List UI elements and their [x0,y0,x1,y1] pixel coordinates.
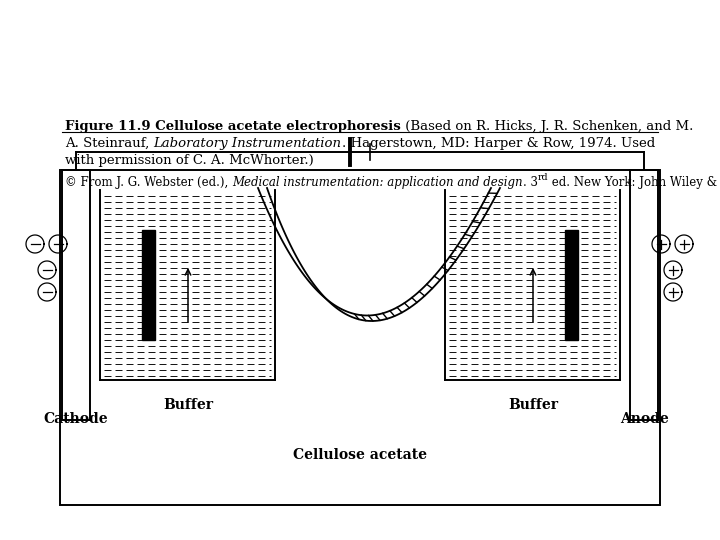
Text: Anode: Anode [620,412,668,426]
Text: ed. New York: John Wiley & Sons, 1998.: ed. New York: John Wiley & Sons, 1998. [548,176,720,189]
Text: Laboratory Instrumentation: Laboratory Instrumentation [153,137,341,150]
Text: Cathode: Cathode [44,412,108,426]
Text: Buffer: Buffer [163,398,213,412]
Text: rd: rd [538,173,548,182]
Bar [60,170,660,505]
Text: Medical instrumentation: application and design: Medical instrumentation: application and… [232,176,523,189]
Bar [142,230,155,340]
Text: (Based on R. Hicks, J. R. Schenken, and M.: (Based on R. Hicks, J. R. Schenken, and … [401,120,693,133]
Text: A. Steinrauf,: A. Steinrauf, [65,137,153,150]
Bar [565,230,578,340]
Bar [630,170,658,420]
Text: Cellulose acetate: Cellulose acetate [293,448,427,462]
Text: . 3: . 3 [523,176,538,189]
Text: Figure 11.9 Cellulose acetate electrophoresis: Figure 11.9 Cellulose acetate electropho… [65,120,401,133]
Text: © From J. G. Webster (ed.),: © From J. G. Webster (ed.), [65,176,232,189]
Text: with permission of C. A. McWhorter.): with permission of C. A. McWhorter.) [65,154,314,167]
Text: . Hagerstown, MD: Harper & Row, 1974. Used: . Hagerstown, MD: Harper & Row, 1974. Us… [341,137,654,150]
Bar [62,170,90,420]
Text: Buffer: Buffer [508,398,558,412]
